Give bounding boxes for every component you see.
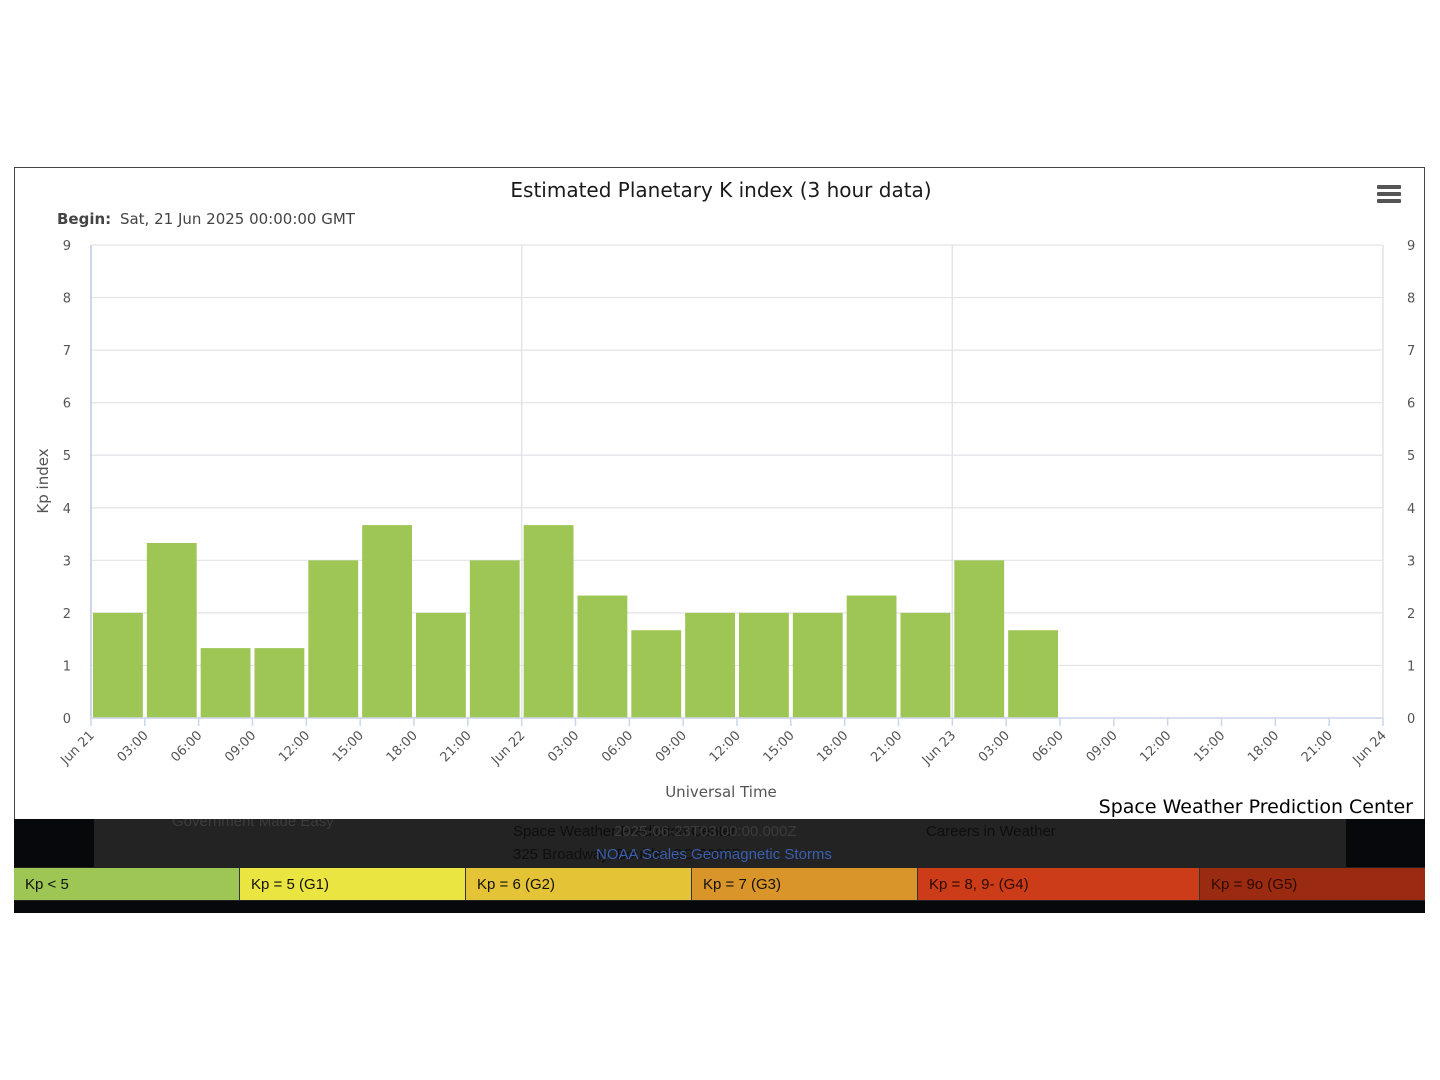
hamburger-icon	[1377, 185, 1401, 189]
kp-bar	[739, 612, 789, 718]
kp-bar	[523, 525, 574, 718]
chart-container: 0 0 1 1 2 2 3 3 4 4 5 5 6 6 7 7 8 8 9 9 Jun 21 03:00 06:00 09:0…	[14, 167, 1425, 819]
x-tick-label: 15:00	[330, 728, 367, 765]
x-tick-label: Jun 22	[488, 728, 528, 768]
x-tick-label: Jun 24	[1350, 728, 1390, 768]
x-tick-label: 18:00	[1245, 728, 1282, 765]
x-tick-label: 12:00	[1137, 728, 1174, 765]
y-tick-label-left: 6	[63, 397, 71, 412]
careers-link[interactable]: Careers in Weather	[926, 823, 1056, 840]
x-tick-label: 21:00	[1299, 728, 1336, 765]
chart-credit[interactable]: Space Weather Prediction Center	[1099, 796, 1414, 818]
footer: Government Made Easy Space Weather Predi…	[94, 819, 1346, 867]
noaa-scales-link[interactable]: NOAA Scales Geomagnetic Storms	[596, 846, 832, 863]
x-tick-label: Jun 23	[919, 728, 959, 768]
x-tick-label: 15:00	[1191, 728, 1228, 765]
begin-label: Begin:	[57, 210, 111, 228]
x-tick-label: 21:00	[438, 728, 475, 765]
x-tick-label: 15:00	[761, 728, 798, 765]
x-tick-label: 12:00	[276, 728, 313, 765]
y-tick-label-right: 7	[1407, 344, 1415, 359]
footer-center-line1: Space Weather Prediction Center	[513, 823, 737, 840]
kp-bar	[792, 612, 843, 718]
x-tick-label: 06:00	[599, 728, 636, 765]
kp-bar	[577, 595, 628, 718]
scale-cell: Kp = 8, 9- (G4)	[918, 868, 1200, 900]
x-tick-label: 09:00	[653, 728, 690, 765]
y-tick-label-right: 4	[1407, 502, 1415, 517]
x-tick-label: 06:00	[168, 728, 205, 765]
y-tick-label-right: 6	[1407, 397, 1415, 412]
chart-title: Estimated Planetary K index (3 hour data…	[510, 178, 931, 202]
kp-bar	[254, 648, 305, 718]
y-tick-label-right: 8	[1407, 292, 1415, 307]
scale-cell: Kp = 9o (G5)	[1200, 868, 1425, 900]
kp-bar	[200, 648, 251, 718]
y-tick-label-left: 1	[63, 659, 71, 674]
footer-left-text[interactable]: Government Made Easy	[172, 819, 334, 830]
kp-bar	[362, 525, 412, 718]
kp-bar	[146, 542, 197, 718]
kp-scale-legend: Kp < 5 Kp = 5 (G1) Kp = 6 (G2) Kp = 7 (G3) K…	[14, 867, 1425, 901]
y-tick-label-right: 3	[1407, 554, 1415, 569]
kp-bar	[846, 595, 897, 718]
scale-cell: Kp = 7 (G3)	[692, 868, 918, 900]
y-tick-label-left: 7	[63, 344, 71, 359]
chart-menu-button[interactable]	[1374, 182, 1404, 210]
x-tick-label: 03:00	[976, 728, 1013, 765]
scale-bottom-band	[14, 901, 1425, 913]
begin-value: Sat, 21 Jun 2025 00:00:00 GMT	[120, 210, 356, 228]
y-axis-title: Kp index	[34, 448, 52, 513]
footer-center-line2: 325 Broadway, Boulder CO 80305	[513, 846, 741, 863]
scale-cell: Kp < 5	[14, 868, 240, 900]
footer-center-overlay: 2025-06-23T03:00:00.000Z	[614, 823, 797, 840]
x-axis-title: Universal Time	[665, 783, 777, 801]
y-tick-label-right: 5	[1407, 449, 1415, 464]
x-tick-label: 09:00	[222, 728, 259, 765]
y-tick-label-left: 9	[63, 239, 71, 254]
y-tick-label-right: 0	[1407, 712, 1415, 727]
kp-bar	[469, 560, 520, 718]
scale-cell: Kp = 6 (G2)	[466, 868, 692, 900]
kp-bar	[631, 630, 682, 718]
grid-layer	[91, 244, 1384, 719]
x-tick-label: Jun 21	[58, 728, 98, 768]
y-tick-label-left: 8	[63, 292, 71, 307]
chart-subtitle: Begin: Sat, 21 Jun 2025 00:00:00 GMT	[57, 210, 356, 228]
x-tick-label: 18:00	[384, 728, 421, 765]
x-tick-label: 12:00	[707, 728, 744, 765]
y-tick-label-left: 2	[63, 607, 71, 622]
bars-layer	[93, 525, 1058, 718]
kp-bar	[1008, 630, 1058, 718]
kp-bar	[685, 612, 735, 718]
x-tick-label: 03:00	[115, 728, 152, 765]
x-tick-label: 09:00	[1084, 728, 1121, 765]
y-tick-label-right: 9	[1407, 239, 1415, 254]
kp-bar	[900, 612, 951, 718]
y-tick-label-left: 3	[63, 554, 71, 569]
kp-bar	[416, 612, 466, 718]
x-tick-label: 03:00	[545, 728, 582, 765]
y-tick-label-left: 0	[63, 712, 71, 727]
y-tick-label-right: 2	[1407, 607, 1415, 622]
kp-chart: 0 0 1 1 2 2 3 3 4 4 5 5 6 6 7 7 8 8 9 9 Jun 21 03:00 06:00 09:0…	[34, 178, 1415, 818]
kp-bar	[93, 612, 143, 718]
kp-bar	[954, 560, 1005, 718]
x-tick-label: 21:00	[868, 728, 905, 765]
y-tick-label-left: 5	[63, 449, 71, 464]
x-tick-label: 18:00	[814, 728, 851, 765]
y-tick-label-right: 1	[1407, 659, 1415, 674]
x-tick-label: 06:00	[1030, 728, 1067, 765]
kp-bar	[308, 560, 359, 718]
y-tick-label-left: 4	[63, 502, 71, 517]
scale-cell: Kp = 5 (G1)	[240, 868, 466, 900]
